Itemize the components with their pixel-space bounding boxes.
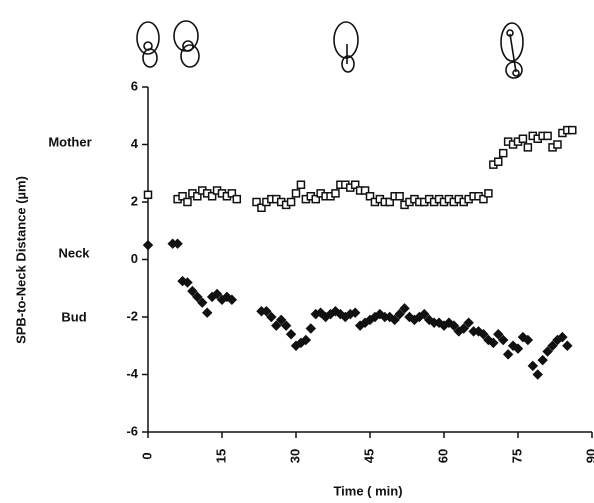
data-point — [568, 125, 577, 135]
x-tick-label: 45 — [361, 449, 376, 463]
data-point — [365, 192, 375, 201]
data-point — [385, 197, 394, 207]
data-point — [350, 180, 360, 189]
data-point — [211, 288, 223, 300]
data-point — [518, 134, 528, 143]
y-tick-label: -6 — [126, 423, 138, 438]
data-point — [507, 340, 519, 351]
annotation: Neck — [58, 245, 90, 260]
data-point — [479, 194, 488, 204]
data-point — [143, 190, 153, 200]
data-point — [261, 306, 272, 317]
data-point — [291, 189, 301, 198]
data-point — [286, 197, 296, 207]
data-point — [484, 189, 493, 198]
cell-icons — [136, 20, 524, 79]
data-point — [183, 197, 192, 207]
data-point — [404, 311, 415, 323]
data-point — [178, 192, 187, 201]
data-point — [331, 189, 340, 198]
data-point — [227, 189, 237, 198]
annotation: Mother — [48, 134, 91, 149]
x-tick-label: 90 — [583, 449, 594, 463]
x-axis-title: Time ( min) — [333, 483, 402, 498]
data-point — [512, 343, 524, 354]
x-tick-label: 0 — [139, 452, 154, 459]
data-point — [562, 340, 573, 351]
data-point — [389, 314, 400, 326]
data-point — [478, 329, 489, 340]
data-point — [182, 277, 193, 288]
y-tick-label: 0 — [131, 251, 138, 266]
data-point — [172, 238, 183, 249]
data-point — [488, 337, 499, 349]
data-point — [502, 349, 514, 360]
y-tick-label: 6 — [131, 78, 138, 93]
data-point — [463, 317, 474, 328]
data-point — [360, 186, 370, 195]
data-point — [257, 203, 266, 212]
y-tick-label: 4 — [131, 136, 139, 151]
data-point — [192, 291, 203, 303]
y-tick-label: -2 — [126, 308, 138, 323]
data-point — [193, 192, 202, 201]
data-point — [399, 303, 410, 314]
data-point — [197, 297, 208, 308]
x-tick-label: 60 — [435, 449, 450, 463]
data-point — [374, 308, 386, 320]
data-point — [522, 334, 534, 346]
data-point — [553, 140, 562, 149]
data-point — [542, 346, 553, 357]
data-point — [142, 239, 154, 251]
data-point — [523, 143, 533, 152]
y-tick-label: -4 — [126, 366, 138, 381]
data-point — [252, 197, 261, 207]
data-point — [330, 306, 341, 317]
data-point — [557, 331, 568, 343]
data-point — [433, 317, 445, 328]
annotation: Bud — [61, 309, 86, 324]
data-point — [532, 369, 543, 380]
data-point — [448, 320, 460, 331]
data-point — [527, 360, 539, 372]
data-point — [271, 320, 282, 331]
data-point — [547, 340, 558, 351]
data-point — [395, 192, 404, 201]
data-point — [280, 320, 292, 331]
data-point — [296, 180, 306, 189]
data-point — [494, 157, 503, 166]
x-tick-label: 75 — [509, 449, 524, 463]
data-point — [498, 148, 508, 158]
data-point — [187, 285, 198, 297]
data-point — [419, 308, 430, 320]
data-point — [311, 194, 320, 204]
data-point — [394, 308, 405, 320]
y-axis-title: SPB-to-Neck Distance (µm) — [13, 176, 28, 344]
x-tick-label: 30 — [287, 449, 302, 463]
data-point — [266, 311, 277, 323]
data-point — [232, 194, 242, 204]
data-point — [493, 329, 504, 340]
data-point — [300, 334, 312, 346]
data-point — [201, 307, 213, 318]
data-point — [305, 323, 317, 334]
data-point — [543, 131, 552, 141]
data-point — [537, 354, 548, 366]
data-point — [349, 307, 361, 318]
data-point — [275, 314, 287, 326]
data-point — [207, 192, 217, 201]
data-point — [285, 329, 297, 340]
data-point — [497, 334, 509, 346]
data-point — [458, 323, 469, 334]
data-point — [226, 294, 238, 305]
x-tick-label: 15 — [213, 449, 228, 463]
y-tick-label: 2 — [131, 193, 138, 208]
